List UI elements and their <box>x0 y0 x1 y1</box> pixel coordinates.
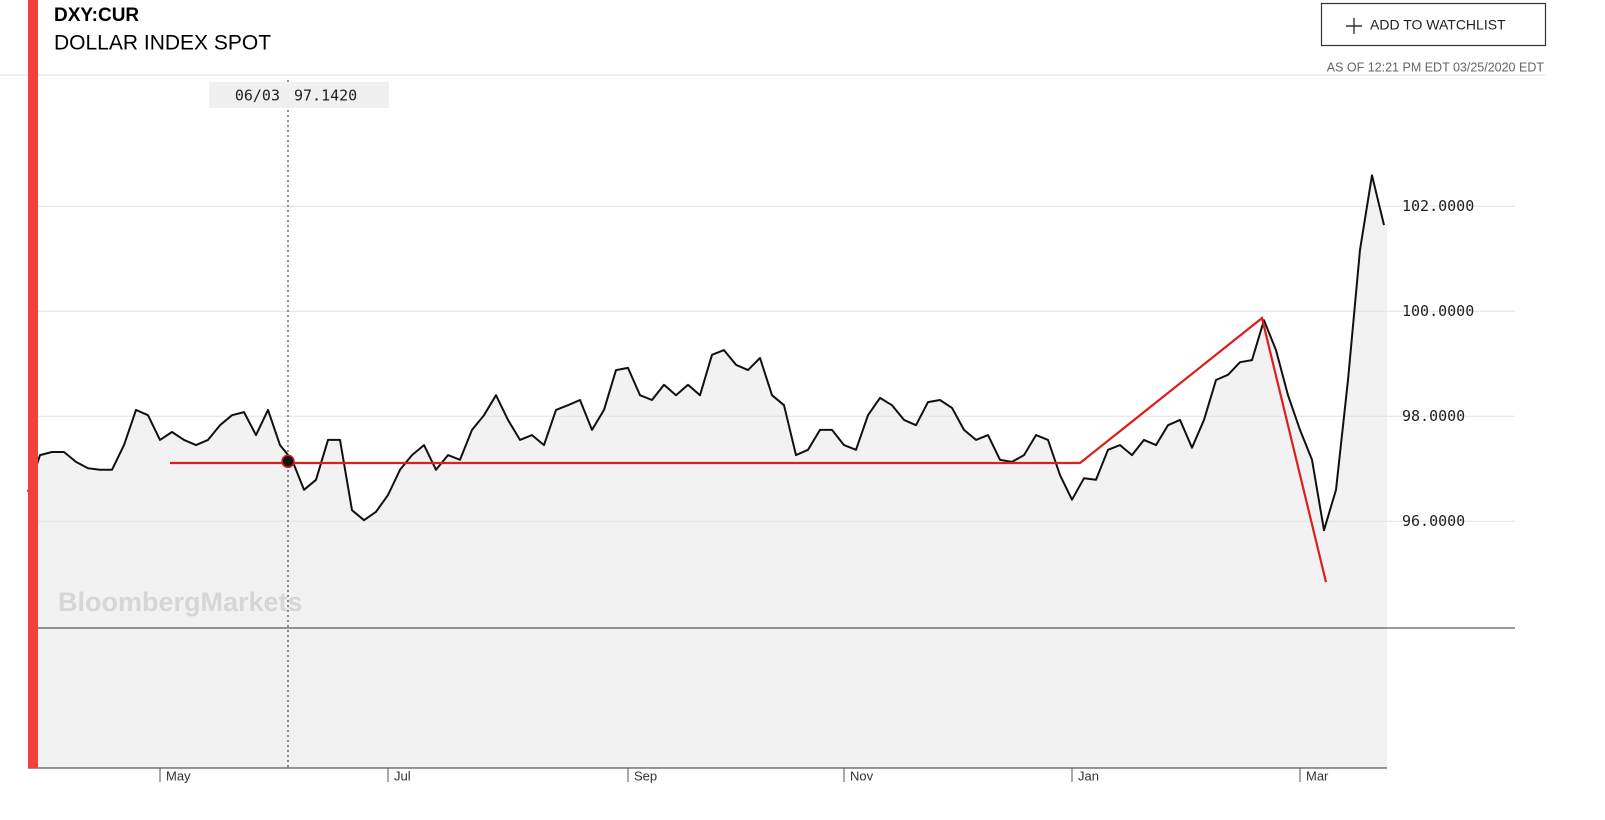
watermark: BloombergMarkets <box>58 587 303 617</box>
tooltip-bg <box>209 82 389 108</box>
tooltip-date: 06/03 <box>235 87 280 105</box>
trend-line <box>170 316 1328 583</box>
x-tick-label: Mar <box>1306 768 1329 783</box>
watchlist-button[interactable]: ADD TO WATCHLIST <box>1320 2 1547 47</box>
x-tick-label: Sep <box>634 768 657 783</box>
y-tick-label: 96.0000 <box>1402 512 1465 530</box>
y-tick-label: 102.0000 <box>1402 197 1474 215</box>
instrument-name: DOLLAR INDEX SPOT <box>54 32 271 55</box>
plot: 96.0000 98.0000 100.0000 102.0000 BloombergM… <box>27 0 1515 783</box>
price-line <box>27 174 1385 532</box>
x-tick-label: Nov <box>850 768 874 783</box>
button-label[interactable]: ADD TO WATCHLIST <box>1370 17 1506 33</box>
x-tick-label: Jan <box>1078 768 1099 783</box>
left-accent <box>28 0 38 768</box>
tooltip-value: 97.1420 <box>294 87 357 105</box>
area <box>28 175 1384 769</box>
y-tick-label: 98.0000 <box>1402 407 1465 425</box>
x-tick-label: May <box>166 768 191 783</box>
tooltip-dot <box>281 454 295 469</box>
y-tick-label: 100.0000 <box>1402 302 1474 320</box>
button-frame[interactable] <box>1320 2 1547 47</box>
plus-icon[interactable] <box>1346 18 1362 34</box>
x-tick-label: Jul <box>394 768 411 783</box>
area-tail <box>1384 225 1387 768</box>
as-of: AS OF 12:21 PM EDT 03/25/2020 EDT <box>1327 60 1545 74</box>
ticker: DXY:CUR <box>54 5 139 26</box>
